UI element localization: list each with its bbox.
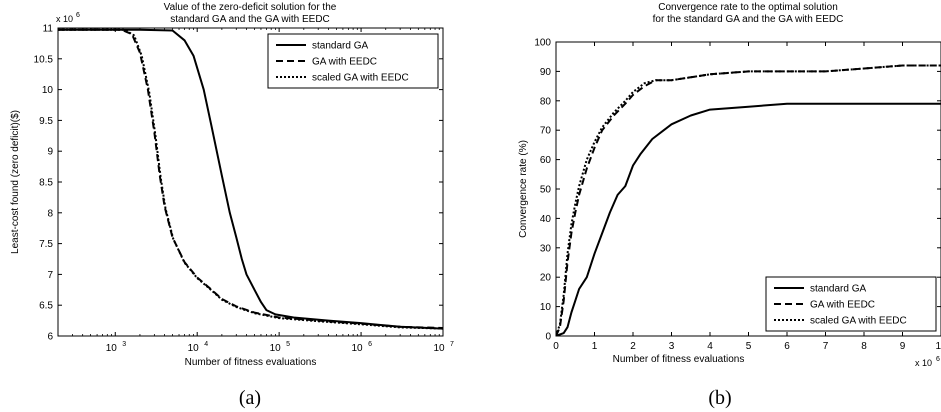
- series-line-1: [58, 28, 443, 330]
- legend-label-2: GA with EEDC: [810, 300, 875, 311]
- y-tick-label: 7.5: [39, 239, 53, 250]
- x-tick-label: 0: [553, 341, 559, 352]
- x-multiplier: x 10: [915, 358, 932, 368]
- x-tick-exponent: 7: [450, 341, 454, 348]
- y-tick-label: 9: [47, 147, 53, 158]
- x-tick-label: 9: [900, 341, 906, 352]
- y-tick-label: 0: [545, 332, 551, 343]
- series-group: [58, 28, 443, 330]
- y-tick-label: 30: [540, 243, 552, 254]
- chart-title: Value of the zero-deficit solution for t…: [164, 2, 337, 13]
- x-tick-exponent: 5: [286, 341, 290, 348]
- legend-label-3: scaled GA with EEDC: [810, 316, 907, 327]
- y-multiplier-exponent: 6: [76, 12, 80, 19]
- x-axis-label: Number of fitness evaluations: [613, 354, 745, 365]
- chart-title: Convergence rate to the optimal solution: [658, 2, 838, 13]
- series-group: [556, 64, 941, 336]
- x-tick-label: 10: [433, 343, 445, 354]
- x-axis-label: Number of fitness evaluations: [185, 357, 317, 368]
- y-tick-label: 60: [540, 155, 552, 166]
- y-axis-label: Least-cost found (zero deficit)($): [10, 110, 21, 254]
- y-tick-label: 8: [47, 208, 53, 219]
- x-tick-label: 7: [823, 341, 829, 352]
- y-tick-label: 100: [534, 38, 551, 49]
- x-tick-label: 2: [630, 341, 636, 352]
- y-tick-label: 7: [47, 270, 53, 281]
- y-tick-label: 10: [540, 302, 552, 313]
- legend-box: [765, 276, 937, 332]
- x-tick-label: 6: [784, 341, 790, 352]
- series-line-3: [58, 28, 443, 330]
- y-tick-label: 20: [540, 273, 552, 284]
- chart-b: Convergence rate to the optimal solution…: [518, 2, 941, 409]
- y-multiplier: x 10: [56, 14, 73, 24]
- series-line-1: [556, 102, 941, 336]
- legend-box: [267, 33, 439, 89]
- x-tick-exponent: 3: [122, 341, 126, 348]
- y-tick-label: 50: [540, 185, 552, 196]
- x-tick-label: 10: [270, 343, 282, 354]
- y-tick-label: 90: [540, 67, 552, 78]
- x-tick-label: 10: [106, 343, 118, 354]
- y-tick-label: 9.5: [39, 116, 53, 127]
- x-tick-label: 3: [669, 341, 675, 352]
- y-tick-label: 10: [42, 85, 54, 96]
- y-tick-label: 80: [540, 96, 552, 107]
- x-tick-label: 1: [592, 341, 598, 352]
- x-tick-exponent: 6: [368, 341, 372, 348]
- series-line-3: [556, 64, 941, 336]
- y-tick-label: 8.5: [39, 178, 53, 189]
- x-tick-label: 10: [188, 343, 200, 354]
- legend-label-1: standard GA: [810, 284, 866, 295]
- panel-caption: (b): [708, 387, 731, 409]
- legend-label-1: standard GA: [312, 41, 368, 52]
- y-tick-label: 6.5: [39, 301, 53, 312]
- y-axis-label: Convergence rate (%): [518, 140, 529, 238]
- x-tick-label: 8: [861, 341, 867, 352]
- y-tick-label: 10.5: [34, 54, 54, 65]
- chart-subtitle: for the standard GA and the GA with EEDC: [653, 14, 844, 25]
- panel-caption: (a): [239, 387, 261, 409]
- x-tick-label: 5: [746, 341, 752, 352]
- x-multiplier-exponent: 6: [936, 356, 940, 363]
- legend-label-2: GA with EEDC: [312, 57, 377, 68]
- x-tick-label: 4: [707, 341, 713, 352]
- y-tick-label: 40: [540, 214, 552, 225]
- series-line-2: [556, 64, 941, 336]
- y-tick-label: 70: [540, 126, 552, 137]
- chart-subtitle: standard GA and the GA with EEDC: [170, 14, 330, 25]
- y-tick-label: 6: [47, 332, 53, 343]
- x-tick-exponent: 4: [204, 341, 208, 348]
- chart-a: Value of the zero-deficit solution for t…: [10, 2, 454, 409]
- y-tick-label: 11: [43, 24, 54, 35]
- legend-label-3: scaled GA with EEDC: [312, 73, 409, 84]
- x-tick-label: 10: [352, 343, 364, 354]
- x-tick-label: 10: [935, 341, 941, 352]
